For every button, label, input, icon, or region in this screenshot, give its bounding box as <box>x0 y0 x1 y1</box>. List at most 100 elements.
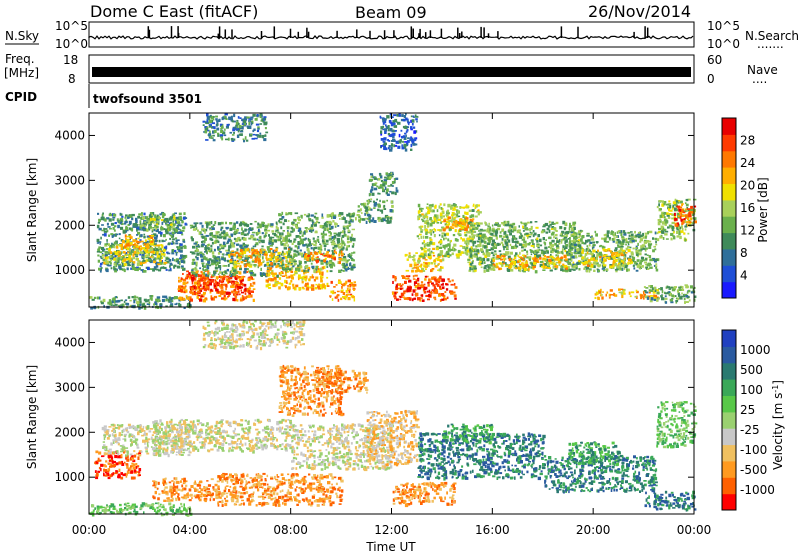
power-cell <box>448 216 451 219</box>
power-cell <box>579 260 582 264</box>
power-cell <box>618 251 621 254</box>
power-cell <box>284 285 287 287</box>
power-cell <box>177 220 180 224</box>
power-cell <box>308 219 312 222</box>
power-cell <box>654 231 657 235</box>
power-cell <box>341 234 345 238</box>
power-cell <box>342 262 346 266</box>
power-cell <box>496 265 499 269</box>
power-cell <box>139 306 143 309</box>
power-cell <box>223 233 227 236</box>
power-cell <box>547 267 551 269</box>
power-cell <box>643 293 646 297</box>
power-cell <box>529 249 532 251</box>
power-cell <box>582 262 586 266</box>
power-cell <box>225 226 229 229</box>
power-cell <box>469 263 473 266</box>
power-cell <box>467 222 471 225</box>
power-cell <box>142 242 145 245</box>
power-cell <box>249 223 253 225</box>
power-cell <box>279 256 282 260</box>
power-cell <box>160 259 163 262</box>
power-cell <box>592 244 596 246</box>
power-cell <box>163 261 168 264</box>
power-cell <box>161 256 163 259</box>
power-cell <box>148 236 151 239</box>
power-cell <box>170 221 172 225</box>
power-cell <box>207 248 211 252</box>
power-cell <box>427 253 430 256</box>
power-cell <box>96 238 100 242</box>
power-cell <box>178 276 180 279</box>
power-cell <box>544 242 547 246</box>
power-cell <box>338 251 342 254</box>
power-cell <box>247 232 249 236</box>
power-cell <box>348 220 351 224</box>
power-cell <box>211 227 215 230</box>
power-cell <box>642 232 644 236</box>
power-cell <box>165 298 168 302</box>
power-cell <box>427 224 430 228</box>
power-cell <box>114 254 117 258</box>
power-cell <box>447 203 451 208</box>
power-cell <box>429 230 432 234</box>
power-cell <box>400 287 402 290</box>
power-cell <box>200 254 204 258</box>
power-cell <box>203 279 207 281</box>
power-cell <box>326 220 329 224</box>
power-cell <box>295 226 299 229</box>
power-cell <box>158 260 161 262</box>
power-cell <box>204 270 207 272</box>
power-cell <box>483 237 486 241</box>
power-cell <box>296 222 300 224</box>
power-cell <box>134 226 137 228</box>
nave-label: Nave <box>747 63 778 77</box>
power-cell <box>270 254 274 258</box>
power-cell <box>428 278 431 282</box>
power-cell <box>177 297 181 300</box>
power-cell <box>600 253 603 257</box>
power-cell <box>462 219 465 223</box>
power-cell <box>446 250 449 253</box>
power-cell <box>151 229 154 233</box>
power-cell <box>401 287 404 290</box>
power-cell <box>325 263 329 266</box>
power-cell <box>425 212 429 215</box>
power-cell <box>178 280 182 282</box>
power-cell <box>304 255 307 259</box>
power-cell <box>152 255 155 259</box>
power-cell <box>343 217 346 220</box>
power-cell <box>309 226 312 230</box>
power-cell <box>198 277 201 282</box>
power-cell <box>521 238 525 241</box>
power-cell <box>287 286 291 290</box>
power-cell <box>336 243 340 247</box>
power-cell <box>397 287 401 290</box>
power-cell <box>512 264 516 267</box>
power-cell <box>465 230 469 234</box>
power-cell <box>311 265 315 269</box>
cpid-label: CPID <box>5 90 37 104</box>
power-cell <box>488 222 490 225</box>
power-cell <box>162 234 166 238</box>
power-cell <box>297 264 301 267</box>
power-cell <box>566 231 570 235</box>
power-cell <box>115 233 119 236</box>
power-cell <box>469 261 472 264</box>
power-cell <box>100 236 102 240</box>
power-cell <box>326 270 329 273</box>
power-cell <box>285 276 289 279</box>
power-cell <box>96 251 100 253</box>
power-cell <box>161 298 165 303</box>
power-cell <box>270 252 273 255</box>
power-cell <box>402 276 406 279</box>
power-cell <box>101 262 104 264</box>
power-cell <box>126 240 130 244</box>
power-cell <box>165 223 168 226</box>
power-cell <box>429 223 433 227</box>
power-cell <box>192 245 196 249</box>
power-cell <box>155 228 159 233</box>
power-cell <box>100 300 103 303</box>
power-cell <box>645 287 649 289</box>
power-cell <box>317 285 320 289</box>
